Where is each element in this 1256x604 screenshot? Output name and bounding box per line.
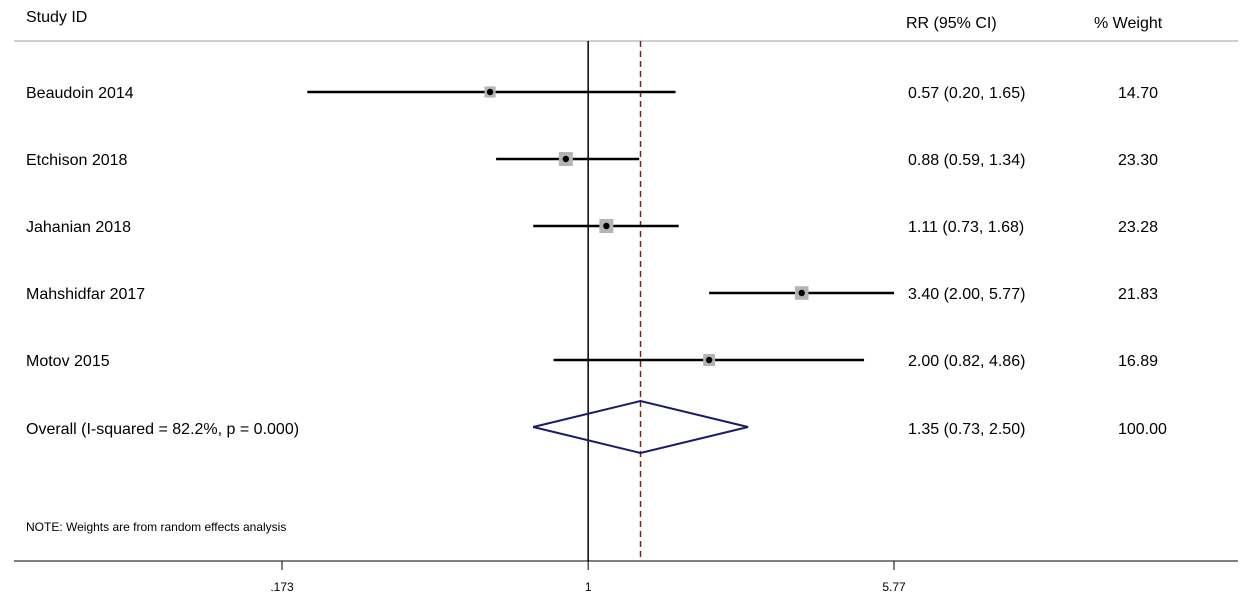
study-ci-text: 2.00 (0.82, 4.86) — [908, 353, 1025, 370]
overall-weight-text: 100.00 — [1118, 421, 1167, 438]
study-row: Jahanian 2018 1.11 (0.73, 1.68) 23.28 — [26, 219, 1158, 236]
point-estimate — [486, 88, 494, 96]
x-tick-label: 1 — [585, 580, 592, 594]
overall-ci-text: 1.35 (0.73, 2.50) — [908, 421, 1025, 438]
study-label: Mahshidfar 2017 — [26, 286, 145, 303]
study-weight-text: 14.70 — [1118, 85, 1158, 102]
x-tick-label: 5.77 — [882, 580, 906, 594]
point-estimate — [562, 155, 570, 163]
study-ci-text: 3.40 (2.00, 5.77) — [908, 286, 1025, 303]
study-label: Motov 2015 — [26, 353, 110, 370]
study-label: Beaudoin 2014 — [26, 85, 134, 102]
study-ci-text: 0.57 (0.20, 1.65) — [908, 85, 1025, 102]
point-estimate — [798, 289, 805, 297]
study-row: Etchison 2018 0.88 (0.59, 1.34) 23.30 — [26, 152, 1158, 169]
study-ci-text: 0.88 (0.59, 1.34) — [908, 152, 1025, 169]
study-column-header: Study ID — [26, 9, 87, 26]
study-weight-text: 16.89 — [1118, 353, 1158, 370]
study-weight-text: 21.83 — [1118, 286, 1158, 303]
effect-column-header: RR (95% CI) — [906, 15, 997, 32]
overall-diamond — [533, 399, 749, 455]
point-estimate — [705, 356, 713, 364]
study-weight-text: 23.30 — [1118, 152, 1158, 169]
study-ci-text: 1.11 (0.73, 1.68) — [908, 219, 1024, 236]
study-weight-text: 23.28 — [1118, 219, 1158, 236]
weights-note: NOTE: Weights are from random effects an… — [26, 520, 286, 534]
point-estimate — [603, 222, 610, 230]
study-row: Beaudoin 2014 0.57 (0.20, 1.65) 14.70 — [26, 85, 1158, 102]
study-row: Motov 2015 2.00 (0.82, 4.86) 16.89 — [26, 353, 1158, 370]
study-label: Etchison 2018 — [26, 152, 128, 169]
study-label: Jahanian 2018 — [26, 219, 131, 236]
overall-label: Overall (I-squared = 82.2%, p = 0.000) — [26, 421, 299, 438]
weight-column-header: % Weight — [1094, 15, 1163, 32]
study-row: Mahshidfar 2017 3.40 (2.00, 5.77) 21.83 — [26, 286, 1158, 303]
x-tick-label: .173 — [270, 580, 294, 594]
